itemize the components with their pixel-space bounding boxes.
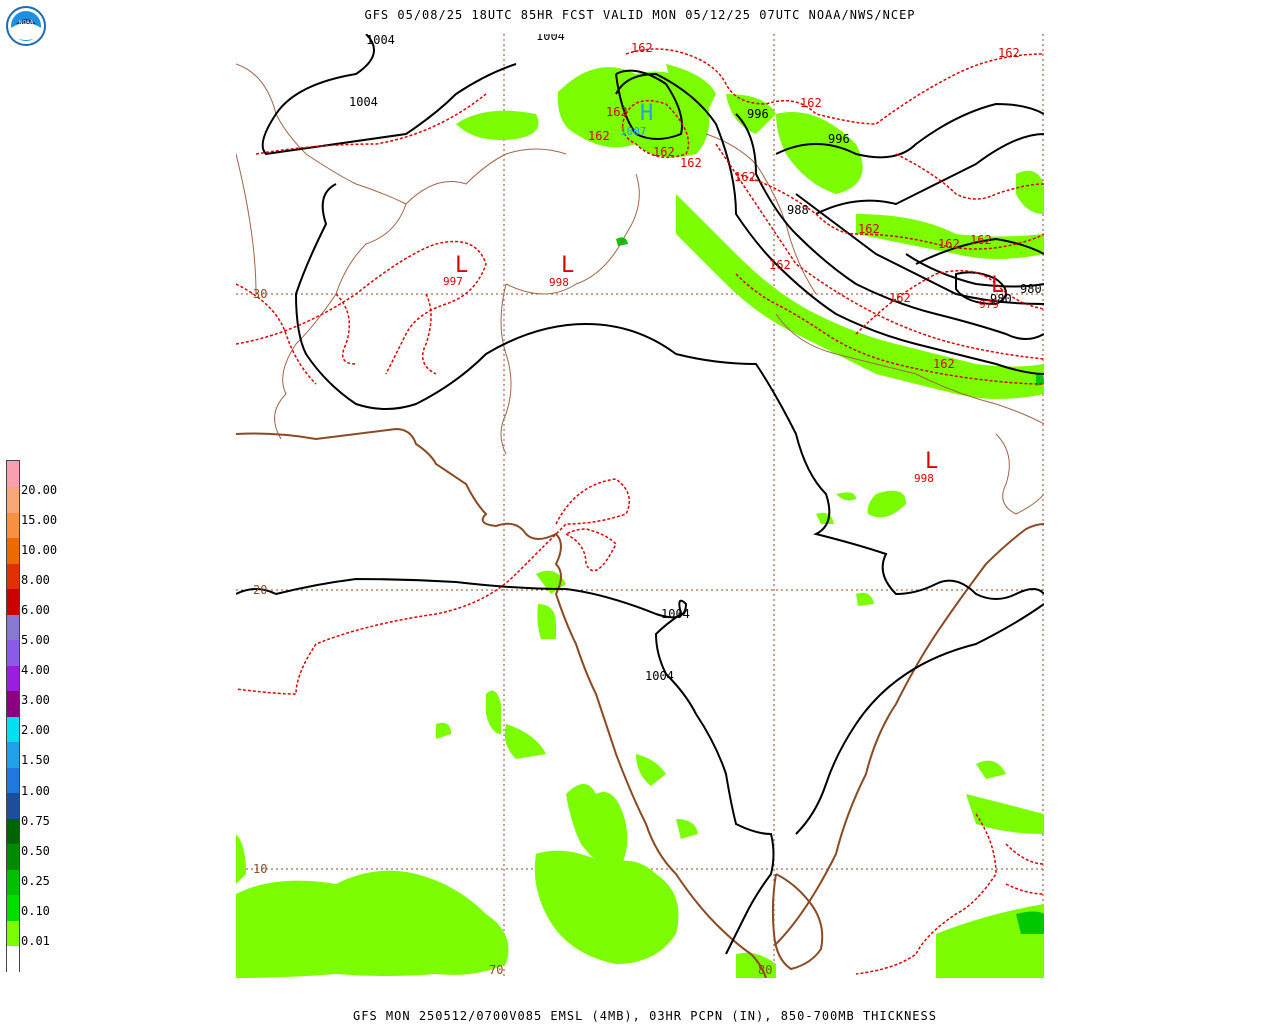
legend-label: 0.50 <box>21 843 50 858</box>
isobar-label: 996 <box>828 132 850 146</box>
low-center: L <box>991 273 1004 298</box>
lat-label-20: 20 <box>253 583 267 597</box>
legend-label: 2.00 <box>21 723 50 738</box>
legend-swatch <box>7 563 19 589</box>
isobars <box>236 34 1044 955</box>
isobar-label: 988 <box>787 203 809 217</box>
legend-label: 1.50 <box>21 753 50 768</box>
legend-label: 8.00 <box>21 572 50 587</box>
thickness-label: 162 <box>769 258 791 272</box>
isobar-label: 1004 <box>349 95 378 109</box>
thickness-label: 162 <box>938 237 960 251</box>
legend-label: 1.00 <box>21 783 50 798</box>
legend-swatch <box>7 461 19 487</box>
legend-label: 10.00 <box>21 542 58 557</box>
thickness-label: 162 <box>588 129 610 143</box>
legend-label: 0.75 <box>21 813 50 828</box>
legend-swatch <box>7 818 19 844</box>
isobar-label: 1004 <box>536 34 565 43</box>
low-center-value: 998 <box>914 472 934 485</box>
thickness-label: 162 <box>889 291 911 305</box>
thickness-label: 162 <box>998 46 1020 60</box>
grid <box>236 34 1044 978</box>
legend-swatch <box>7 512 19 538</box>
isobar-label: 996 <box>747 107 769 121</box>
legend-label: 20.00 <box>21 482 58 497</box>
low-center: L <box>561 253 574 278</box>
legend-label: 0.10 <box>21 903 50 918</box>
thickness-contours <box>236 48 1044 975</box>
legend-label: 6.00 <box>21 602 50 617</box>
precip-areas-heavier <box>616 237 1044 934</box>
high-center: H <box>640 101 653 126</box>
precip-areas <box>236 64 1044 978</box>
logo-text: NOAA <box>19 20 34 26</box>
legend-swatch <box>7 945 19 972</box>
thickness-label: 162 <box>800 96 822 110</box>
legend-swatch <box>7 741 19 768</box>
thickness-label: 162 <box>970 233 992 247</box>
isobar-label: 1004 <box>661 607 690 621</box>
legend-swatch <box>7 537 19 564</box>
legend-swatch <box>7 869 19 895</box>
legend-swatch <box>7 767 19 793</box>
legend-swatch <box>7 843 19 870</box>
isobar-label: 980 <box>990 292 1012 306</box>
legend-label: 15.00 <box>21 512 58 527</box>
lon-label-70: 70 <box>489 963 503 977</box>
coastline <box>236 427 1044 978</box>
low-center: L <box>455 253 468 278</box>
legend-swatch <box>7 486 19 513</box>
legend-swatch <box>7 792 19 819</box>
legend-swatch <box>7 614 19 640</box>
thickness-label: 162 <box>653 145 675 159</box>
thickness-label: 162 <box>631 41 653 55</box>
legend-swatch <box>7 690 19 717</box>
isobar-label: 1004 <box>366 34 395 47</box>
low-center-value: 997 <box>443 275 463 288</box>
precip-legend <box>6 460 20 972</box>
legend-label: 4.00 <box>21 663 50 678</box>
noaa-logo-icon: NOAA <box>6 6 46 46</box>
low-center-value: 979 <box>979 298 999 311</box>
legend-swatch <box>7 588 19 615</box>
thickness-label: 162 <box>858 222 880 236</box>
legend-swatch <box>7 894 19 921</box>
thickness-label: 162 <box>680 156 702 170</box>
legend-swatch <box>7 920 19 946</box>
lat-label-30: 30 <box>253 287 267 301</box>
thickness-label: 162 <box>606 105 628 119</box>
map-labels: 30 20 10 70 80 1004 1004 1004 996 996 98… <box>253 34 1042 977</box>
legend-swatch <box>7 716 19 742</box>
isobar-label: 980 <box>1020 282 1042 296</box>
legend-label: 5.00 <box>21 633 50 647</box>
legend-label: 0.01 <box>21 934 50 948</box>
thickness-label: 162 <box>933 357 955 371</box>
thickness-label: 162 <box>734 170 756 184</box>
lon-label-80: 80 <box>758 963 772 977</box>
legend-swatch <box>7 639 19 666</box>
page-title: GFS 05/08/25 18UTC 85HR FCST VALID MON 0… <box>364 8 916 22</box>
borders <box>236 63 1044 515</box>
legend-label: 3.00 <box>21 693 50 708</box>
weather-map: 30 20 10 70 80 1004 1004 1004 996 996 98… <box>236 34 1044 978</box>
legend-label: 0.25 <box>21 873 50 888</box>
high-center-value: 1007 <box>620 125 647 138</box>
low-center: L <box>925 449 938 474</box>
legend-swatch <box>7 665 19 691</box>
lat-label-10: 10 <box>253 862 267 876</box>
low-center-value: 998 <box>549 276 569 289</box>
footer-caption: GFS MON 250512/0700V085 EMSL (4MB), 03HR… <box>353 1009 937 1023</box>
isobar-label: 1004 <box>645 669 674 683</box>
